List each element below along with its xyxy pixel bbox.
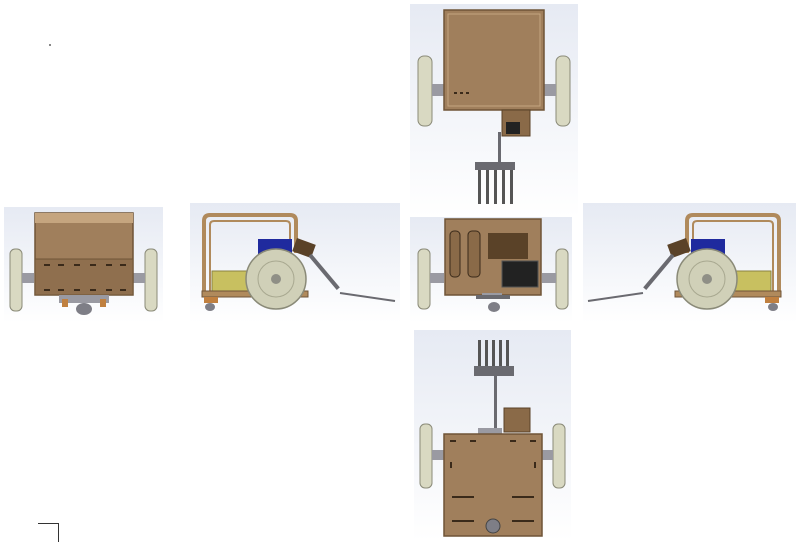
robot-top-view-icon	[410, 4, 578, 217]
left-view	[190, 203, 400, 323]
corner-bracket	[38, 523, 59, 542]
robot-front-view-icon	[410, 217, 572, 323]
robot-left-view-icon	[190, 203, 400, 323]
right-view	[583, 203, 796, 323]
rear-view	[4, 207, 163, 323]
left-wheel	[417, 55, 433, 127]
robot-rear-view-icon	[4, 207, 163, 323]
robot-bottom-view-icon	[414, 330, 571, 541]
robot-right-view-icon	[583, 203, 796, 323]
right-wheel	[555, 55, 571, 127]
chassis	[443, 9, 545, 111]
stray-mark	[49, 44, 51, 46]
front-view	[410, 217, 572, 323]
bottom-view	[414, 330, 571, 541]
top-view	[410, 4, 578, 217]
